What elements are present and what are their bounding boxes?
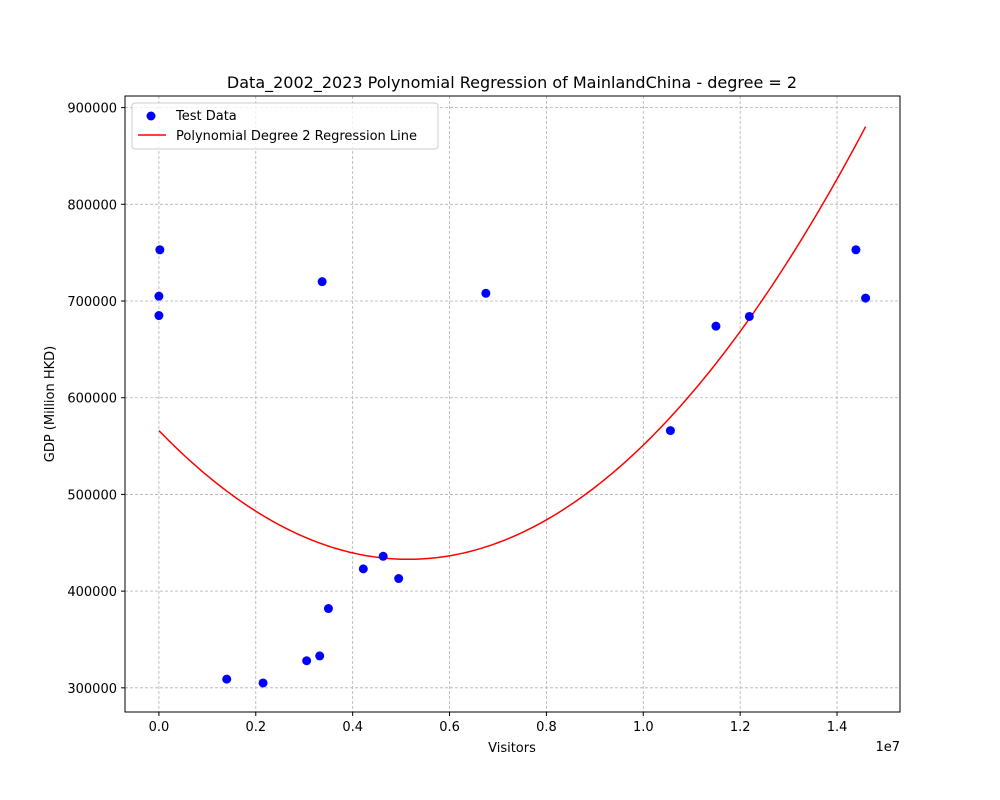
x-axis-label: Visitors — [488, 741, 536, 756]
x-tick-label: 1.2 — [730, 720, 751, 735]
test-data-point — [258, 678, 268, 688]
legend-box — [131, 102, 439, 150]
test-data-point — [315, 651, 325, 661]
tick-layer: 0.0 0.2 0.4 0.6 0.8 1.0 1.2 1.4 300000 400000 5000… — [67, 102, 847, 735]
test-data-point — [317, 277, 327, 287]
y-tick-label: 800000 — [67, 198, 117, 213]
test-data-point — [302, 656, 312, 666]
chart-title: Data_2002_2023 Polynomial Regression of … — [227, 73, 797, 93]
test-data-point — [154, 291, 164, 301]
test-data-point — [851, 245, 861, 255]
plot-frame — [124, 95, 901, 713]
y-tick-label: 400000 — [67, 585, 117, 600]
regression-line-layer — [158, 126, 867, 561]
x-tick-label: 0.4 — [342, 720, 363, 735]
x-tick-label: 0.6 — [439, 720, 460, 735]
y-tick-label: 900000 — [67, 102, 117, 117]
y-tick-label: 300000 — [67, 682, 117, 697]
y-tick-label: 600000 — [67, 392, 117, 407]
x-tick-label: 1.0 — [633, 720, 654, 735]
test-data-point — [323, 604, 333, 614]
x-tick-label: 0.8 — [536, 720, 557, 735]
test-data-point — [378, 551, 388, 561]
legend: Test Data Polynomial Degree 2 Regression… — [131, 102, 439, 150]
x-tick-label: 0.0 — [149, 720, 170, 735]
legend-label-regression-line: Polynomial Degree 2 Regression Line — [176, 129, 417, 144]
test-data-point — [154, 311, 164, 321]
test-data-point — [744, 311, 754, 321]
x-tick-label: 0.2 — [245, 720, 266, 735]
y-tick-label: 700000 — [67, 295, 117, 310]
x-tick-label: 1.4 — [827, 720, 848, 735]
test-data-point — [155, 245, 165, 255]
test-data-point — [394, 574, 404, 584]
test-data-point — [665, 426, 675, 436]
legend-marker-test-data — [146, 111, 156, 121]
x-offset-label: 1e7 — [875, 740, 900, 755]
test-data-point — [861, 293, 871, 303]
test-data-point — [711, 321, 721, 331]
test-data-point — [358, 564, 368, 574]
test-data-point — [481, 288, 491, 298]
regression-line — [158, 126, 867, 561]
scatter-point-layer — [154, 245, 871, 688]
y-tick-label: 500000 — [67, 488, 117, 503]
test-data-point — [222, 674, 232, 684]
y-axis-label: GDP (Million HKD) — [43, 346, 58, 463]
grid-layer — [125, 96, 900, 712]
legend-label-test-data: Test Data — [175, 109, 237, 124]
